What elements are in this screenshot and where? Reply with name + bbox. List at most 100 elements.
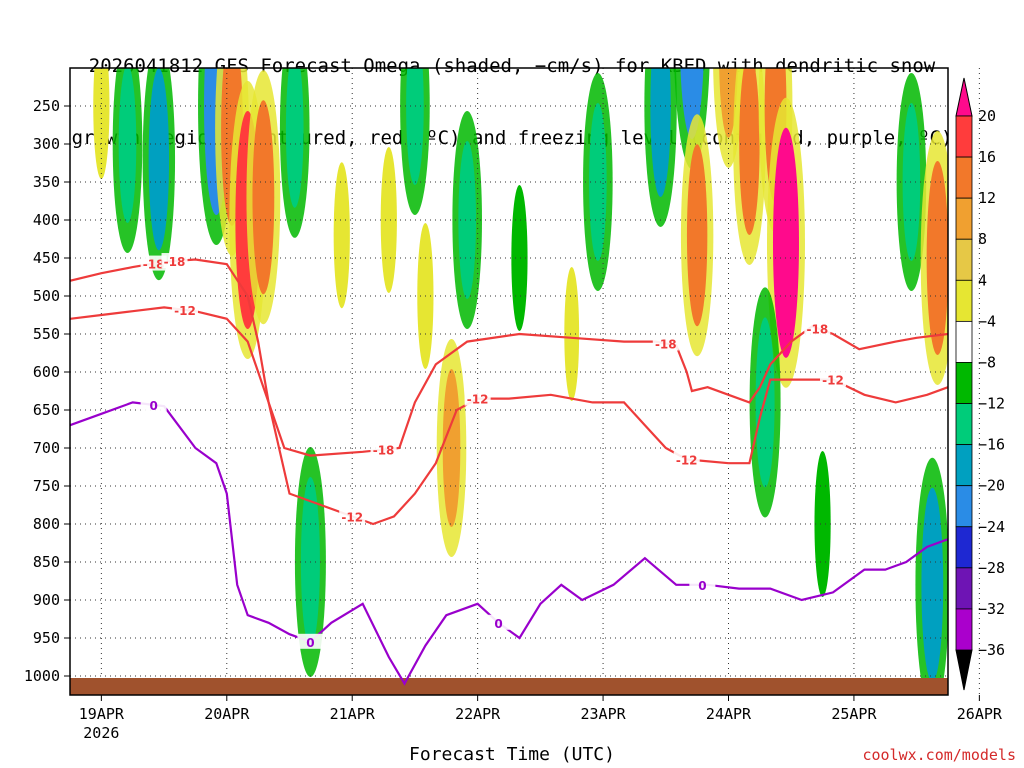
x-tick-label: 20APR <box>204 705 250 723</box>
y-tick-label: 400 <box>33 211 60 229</box>
colorbar-label: −4 <box>978 312 996 330</box>
omega-cell <box>406 68 424 185</box>
omega-cell <box>380 147 397 293</box>
x-axis-label: Forecast Time (UTC) <box>409 744 615 765</box>
omega-cell <box>285 68 304 208</box>
colorbar-segment <box>955 279 973 322</box>
plot-frame <box>69 67 949 696</box>
colorbar-segment <box>955 320 973 363</box>
x-tick-label: 21APR <box>330 705 376 723</box>
omega-cell <box>921 487 944 682</box>
y-axis: 250 300 350 400 450 500 550 600 650 700 750 800 850 9… <box>24 97 70 685</box>
y-tick-label: 650 <box>33 401 60 419</box>
x-tick-label: 19APR <box>79 705 125 723</box>
contour-label: -12 <box>467 393 489 407</box>
colorbar-label: −24 <box>978 518 1005 536</box>
colorbar-segment <box>955 238 973 281</box>
y-tick-label: 750 <box>33 477 60 495</box>
y-tick-label: 900 <box>33 591 60 609</box>
colorbar-label: −32 <box>978 600 1005 618</box>
colorbar-segment <box>955 197 973 240</box>
contour--12: -12 -12 -12 -12 -12 <box>70 301 948 526</box>
y-tick-label: 500 <box>33 287 60 305</box>
y-tick-label: 600 <box>33 363 60 381</box>
y-tick-label: 450 <box>33 249 60 267</box>
colorbar-label: −28 <box>978 559 1005 577</box>
colorbar-segment <box>955 608 973 651</box>
omega-cell <box>148 68 170 251</box>
colorbar-label: 16 <box>978 148 996 166</box>
x-tick-label: 22APR <box>455 705 501 723</box>
colorbar-segment <box>955 567 973 610</box>
omega-cell <box>458 141 476 299</box>
colorbar-segment <box>955 115 973 158</box>
colorbar-label: 12 <box>978 189 996 207</box>
colorbar-label: 4 <box>978 271 987 289</box>
contour-label: 0 <box>149 399 157 413</box>
y-tick-label: 850 <box>33 553 60 571</box>
contour-label: 0 <box>306 636 314 650</box>
colorbar-label: −12 <box>978 395 1005 413</box>
x-axis: 19APR 20APR 21APR 22APR 23APR 24APR 25APR 26APR… <box>79 695 1003 742</box>
omega-cell <box>442 369 461 527</box>
contour-label-bg <box>804 320 831 336</box>
contour-label-bg <box>689 576 716 592</box>
omega-cell <box>589 103 607 261</box>
x-tick-label: 26APR <box>957 705 1003 723</box>
y-tick-label: 550 <box>33 325 60 343</box>
contour-label: -12 <box>341 510 363 524</box>
omega-cell <box>772 127 799 358</box>
omega-cell <box>814 451 831 597</box>
y-tick-label: 1000 <box>24 667 60 685</box>
contour-line <box>70 306 948 526</box>
contour-label: -18 <box>164 255 186 269</box>
y-tick-label: 800 <box>33 515 60 533</box>
contour-label: 0 <box>698 579 706 593</box>
contour-label-bg <box>652 335 679 351</box>
colorbar: 20 16 12 8 4 −4 −8 −12 −16 −20 −24 −28 −32 −36 <box>955 77 1005 691</box>
colorbar-segment <box>955 526 973 569</box>
colorbar-segment <box>955 444 973 487</box>
omega-cell <box>252 100 275 295</box>
x-year-label: 2026 <box>83 724 119 742</box>
x-tick-label: 25APR <box>831 705 877 723</box>
y-tick-label: 950 <box>33 629 60 647</box>
colorbar-label: −16 <box>978 436 1005 454</box>
omega-cell <box>333 162 350 309</box>
colorbar-label: 20 <box>978 107 996 125</box>
x-tick-label: 23APR <box>580 705 626 723</box>
contour-label-bg <box>820 371 847 387</box>
contour-label-bg <box>297 633 324 649</box>
contour-label: 0 <box>494 617 502 631</box>
contour-label-bg <box>161 253 188 269</box>
contour-label-bg <box>140 396 167 412</box>
contour-line <box>70 258 948 457</box>
colorbar-label: −20 <box>978 477 1005 495</box>
contour-label: -18 <box>655 338 677 352</box>
credit-link[interactable]: coolwx.com/models <box>862 746 1016 764</box>
contour-label-bg <box>171 301 198 317</box>
contour-label: -12 <box>822 374 844 388</box>
ground-strip <box>70 678 948 695</box>
contour-label-bg <box>673 451 700 467</box>
contour-0: 0 0 0 0 <box>70 396 948 686</box>
omega-cell <box>686 144 708 327</box>
omega-cell <box>902 103 921 261</box>
omega-cell <box>926 161 948 355</box>
colorbar-label: 8 <box>978 230 987 248</box>
omega-cell <box>118 68 137 223</box>
omega-cell <box>511 185 528 331</box>
colorbar-segment <box>955 156 973 199</box>
colorbar-top-arrow <box>955 77 973 117</box>
x-tick-label: 24APR <box>706 705 752 723</box>
colorbar-segment <box>955 403 973 446</box>
omega-cell <box>719 68 738 138</box>
omega-shading <box>93 68 948 695</box>
contour-label-bg <box>485 614 512 630</box>
y-tick-label: 700 <box>33 439 60 457</box>
colorbar-bottom-arrow <box>955 649 973 691</box>
colorbar-segment <box>955 485 973 528</box>
contour-label: -18 <box>807 322 829 336</box>
contour--18: -18-18-18-18-18 <box>70 253 948 458</box>
